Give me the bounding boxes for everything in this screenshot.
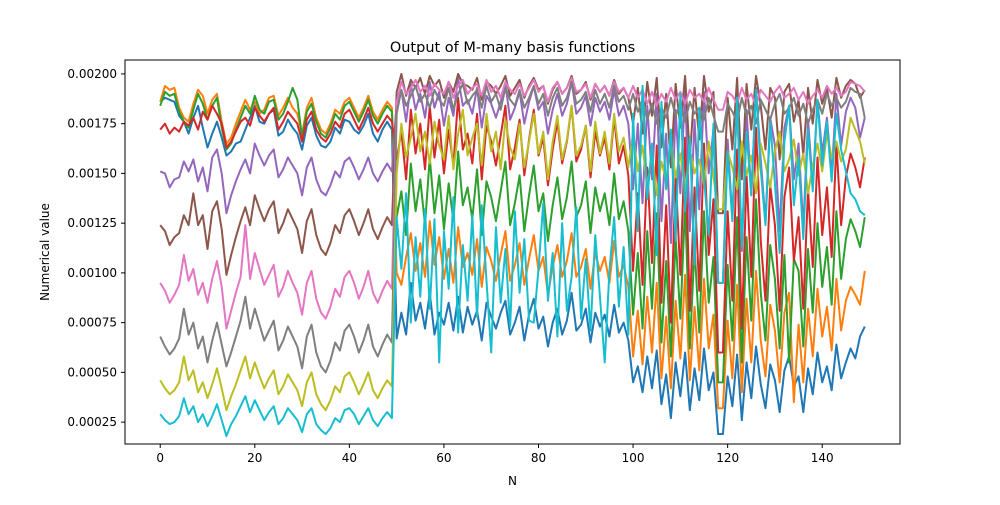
y-tick-label: 0.00100 [67,266,117,280]
y-tick-label: 0.00150 [67,166,117,180]
series-line-4 [159,96,866,354]
x-tick-label: 60 [436,451,451,465]
series-line-8 [159,80,866,374]
series-line-7 [159,76,866,330]
y-axis-ticks: 0.00025 0.00050 0.00075 0.00100 0.00125 0.001… [67,67,125,429]
y-tick-label: 0.00025 [67,415,117,429]
series-line-3 [159,86,866,384]
x-tick-label: 140 [811,451,834,465]
series-line-5 [159,76,866,284]
x-axis-ticks: 0 20 40 60 80 100 120 140 [156,444,834,465]
y-axis-label: Numerical value [38,203,52,301]
y-tick-label: 0.00125 [67,216,117,230]
series-layer [159,72,866,438]
y-tick-label: 0.00175 [67,117,117,131]
series-line-1 [159,96,866,436]
series-line-9 [159,104,866,412]
plot-frame [124,59,901,445]
chart-title: Output of M-many basis functions [390,40,635,56]
y-tick-label: 0.00200 [67,67,117,81]
x-tick-label: 0 [156,451,164,465]
x-tick-label: 100 [622,451,645,465]
y-tick-label: 0.00050 [67,365,117,379]
x-axis-label: N [508,474,517,488]
x-tick-label: 40 [342,451,357,465]
y-tick-label: 0.00075 [67,316,117,330]
x-tick-label: 20 [247,451,262,465]
x-tick-label: 80 [531,451,546,465]
x-tick-label: 120 [716,451,739,465]
series-line-10 [159,84,866,438]
